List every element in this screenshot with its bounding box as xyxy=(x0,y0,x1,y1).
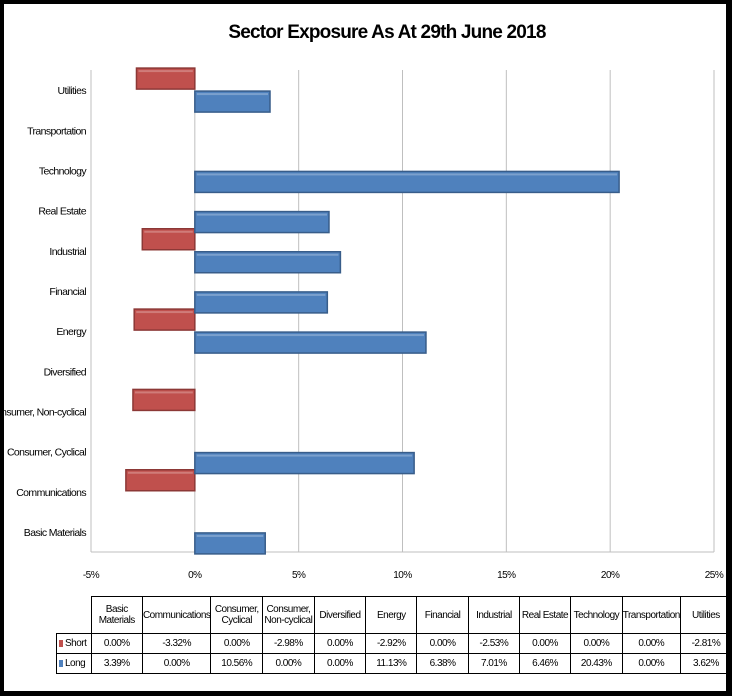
bar-short xyxy=(141,228,196,251)
table-cell: 0.00% xyxy=(262,653,315,674)
bar-highlight xyxy=(127,471,193,474)
legend-swatch xyxy=(59,639,63,647)
category-label: Transportation xyxy=(27,125,87,137)
category-label: Industrial xyxy=(49,246,86,258)
table-header-cell: Energy xyxy=(365,596,418,634)
table-header-cell: Communications xyxy=(141,596,212,634)
table-header-cell: Technology xyxy=(570,596,623,634)
table-cell: 0.00% xyxy=(210,633,264,654)
category-label: Communications xyxy=(16,487,86,499)
legend-swatch xyxy=(59,659,63,667)
bar-long xyxy=(194,210,330,234)
x-tick-labels: -5% 0% 5% 10% 15% 20% 25% xyxy=(83,570,725,581)
bar-short xyxy=(135,67,196,90)
bar-long xyxy=(194,532,266,555)
table-cell: 0.00% xyxy=(621,633,681,654)
table-header-cell: Diversified xyxy=(313,596,367,634)
table-cell: 11.13% xyxy=(365,653,418,674)
x-tick-label: 5% xyxy=(292,570,306,581)
bar-short xyxy=(125,469,196,492)
table-cell: -2.92% xyxy=(365,633,418,654)
bar-highlight xyxy=(196,253,339,256)
x-tick-label: 0% xyxy=(188,570,202,581)
table-cell: 6.46% xyxy=(519,653,572,674)
category-label: Diversified xyxy=(44,366,87,378)
table-cell: 0.00% xyxy=(416,633,469,654)
bar-long xyxy=(194,451,415,475)
category-label: Basic Materials xyxy=(24,527,87,539)
table-cell: -2.98% xyxy=(262,633,315,654)
table-corner xyxy=(57,597,92,634)
table-cell: 0.00% xyxy=(313,653,367,674)
category-label: Consumer, Non-cyclical xyxy=(0,406,86,418)
bar-highlight xyxy=(196,293,326,296)
x-tick-label: 15% xyxy=(497,570,516,581)
table-header-cell: Consumer, Non-cyclical xyxy=(262,596,315,634)
bar-long xyxy=(194,331,427,354)
table-cell: 0.00% xyxy=(519,633,572,654)
table-cell: 7.01% xyxy=(467,653,521,674)
table-header-cell: Real Estate xyxy=(519,596,572,634)
bar-highlight xyxy=(196,213,327,216)
table-header-cell: Industrial xyxy=(467,596,521,634)
table-cell: 0.00% xyxy=(621,653,681,674)
bar-short xyxy=(133,308,196,331)
data-table: Basic Materials Communications Consumer, C… xyxy=(56,596,732,674)
table-cell: 3.39% xyxy=(90,653,143,674)
table-cell: 0.00% xyxy=(313,633,367,654)
category-label: Energy xyxy=(56,326,87,338)
x-tick-label: 10% xyxy=(393,570,412,581)
x-tick-label: 20% xyxy=(601,570,620,581)
table-cell: 10.56% xyxy=(210,653,264,674)
bar-long xyxy=(194,291,329,314)
table-cell: 0.00% xyxy=(90,633,143,654)
bar-highlight xyxy=(196,534,264,537)
bar-long xyxy=(194,251,342,274)
table-row-long: Long 3.39% 0.00% 10.56% 0.00% 0.00% 11.13% 6.38… xyxy=(56,653,732,674)
table-cell: -3.32% xyxy=(141,633,212,654)
bar-highlight xyxy=(134,391,193,394)
table-header-cell: Utilities xyxy=(679,596,732,634)
chart-title: Sector Exposure As At 29th June 2018 xyxy=(228,22,545,43)
legend-label: Short xyxy=(65,638,87,649)
bar-highlight xyxy=(196,334,424,337)
table-cell: 6.38% xyxy=(416,653,469,674)
table-row-short: Short 0.00% -3.32% 0.00% -2.98% 0.00% -2.92% 0.… xyxy=(56,633,732,654)
category-label: Consumer, Cyclical xyxy=(7,447,86,459)
bar-long xyxy=(194,170,620,194)
category-label: Technology xyxy=(39,165,87,177)
legend-label: Long xyxy=(65,658,86,669)
x-tick-label: 25% xyxy=(705,570,724,581)
bar-highlight xyxy=(196,454,413,457)
legend-cell: Long xyxy=(56,653,92,674)
table-header-cell: Basic Materials xyxy=(90,596,143,634)
table-header-cell: Transportation xyxy=(621,596,681,634)
bar-highlight xyxy=(196,173,618,176)
table-cell: 3.62% xyxy=(679,653,732,674)
bar-highlight xyxy=(136,311,193,314)
table-cell: 0.00% xyxy=(141,653,212,674)
bar-long xyxy=(194,90,271,113)
category-label: Real Estate xyxy=(38,206,86,218)
table-header-cell: Consumer, Cyclical xyxy=(210,596,264,634)
legend-cell: Short xyxy=(56,633,92,654)
bar-highlight xyxy=(144,230,193,233)
category-label: Financial xyxy=(49,286,86,298)
table-header-row: Basic Materials Communications Consumer, C… xyxy=(57,596,732,634)
bar-short xyxy=(132,388,196,412)
table-header-cell: Financial xyxy=(416,596,469,634)
bars xyxy=(125,67,620,555)
category-label: Utilities xyxy=(58,85,87,97)
table-cell: 0.00% xyxy=(570,633,623,654)
bar-highlight xyxy=(196,93,269,96)
x-tick-label: -5% xyxy=(83,570,100,581)
category-labels: Basic Materials Communications Consumer, C… xyxy=(0,85,88,539)
table-cell: -2.81% xyxy=(679,633,732,654)
table-cell: -2.53% xyxy=(467,633,521,654)
bar-highlight xyxy=(138,70,193,73)
table-cell: 20.43% xyxy=(570,653,623,674)
